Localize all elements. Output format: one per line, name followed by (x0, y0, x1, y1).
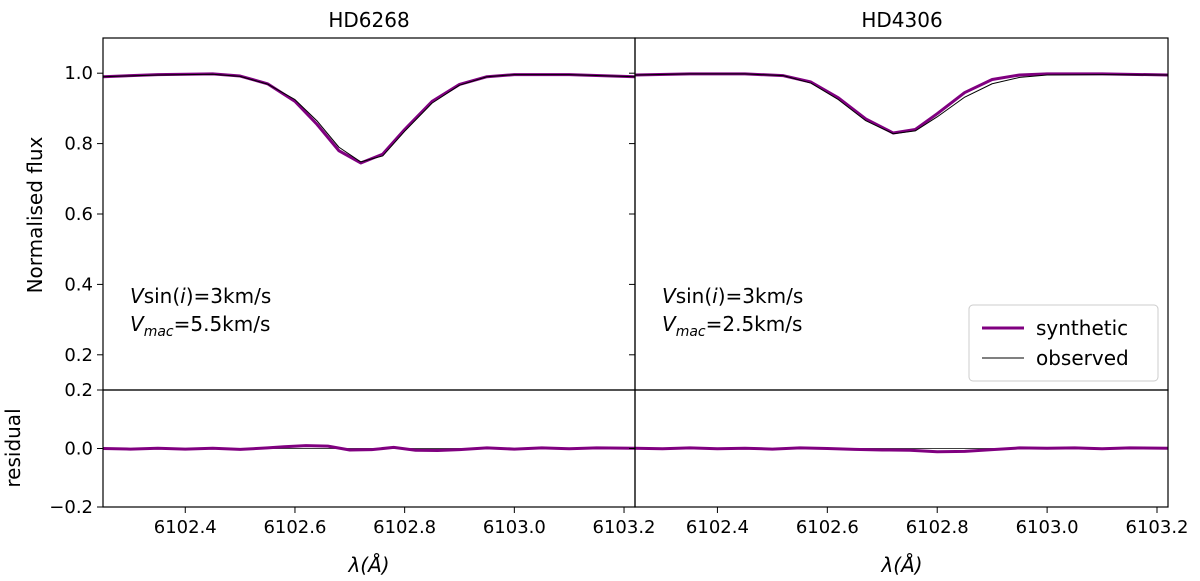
panel-title-left: HD6268 (328, 8, 409, 32)
annotation-vsini-left: Vsin(i)=3km/s (130, 284, 271, 308)
x-tick-label: 6102.6 (796, 517, 859, 538)
x-tick-label: 6102.8 (906, 517, 969, 538)
panel-title-right: HD4306 (861, 8, 942, 32)
x-tick-label: 6102.4 (154, 517, 217, 538)
annotation-vsini-right: Vsin(i)=3km/s (662, 284, 803, 308)
y-tick-label-residual: −0.2 (49, 497, 93, 518)
y-tick-label-flux: 0.2 (64, 345, 93, 366)
legend-label-synthetic: synthetic (1036, 316, 1128, 340)
residual-line (635, 446, 1168, 454)
y-tick-label-residual: 0.0 (64, 439, 93, 460)
residual-line (103, 444, 635, 453)
y-tick-label-flux: 1.0 (64, 63, 93, 84)
annotation-vmac-right: Vmac=2.5km/s (662, 312, 802, 340)
series-synthetic-line (635, 72, 1168, 135)
flux-axes-frame (102, 37, 636, 391)
x-tick-label: 6102.6 (263, 517, 326, 538)
annotation-vmac-left: Vmac=5.5km/s (130, 312, 270, 340)
x-axis-label-left: λ(Å) (347, 553, 389, 577)
y-tick-label-flux: 0.4 (64, 274, 93, 295)
legend-label-observed: observed (1036, 346, 1129, 370)
x-tick-label: 6103.0 (1016, 517, 1079, 538)
series-observed-line (635, 73, 1168, 135)
legend-box (968, 304, 1159, 382)
x-tick-label: 6103.0 (483, 517, 546, 538)
residual-axes-frame (634, 389, 1169, 508)
series-synthetic-line (103, 72, 635, 165)
y-axis-label-residual: residual (1, 408, 25, 487)
axes-frames (102, 37, 1169, 508)
y-tick-label-flux: 0.6 (64, 204, 93, 225)
y-tick-label-residual: 0.2 (64, 380, 93, 401)
legend: synthetic observed (968, 304, 1159, 382)
x-axis-label-right: λ(Å) (880, 553, 922, 577)
y-tick-label-flux: 0.8 (64, 134, 93, 155)
y-axis-label-flux: Normalised flux (23, 136, 47, 293)
x-tick-label: 6102.4 (686, 517, 749, 538)
x-tick-label: 6102.8 (373, 517, 436, 538)
data-lines (103, 72, 1168, 454)
series-observed-line (103, 73, 635, 163)
x-tick-label: 6103.2 (1126, 517, 1189, 538)
x-tick-label: 6103.2 (593, 517, 656, 538)
axis-ticks: 6102.4 6102.6 6102.8 6103.0 6103.2 6102.4 6102… (49, 63, 1188, 538)
